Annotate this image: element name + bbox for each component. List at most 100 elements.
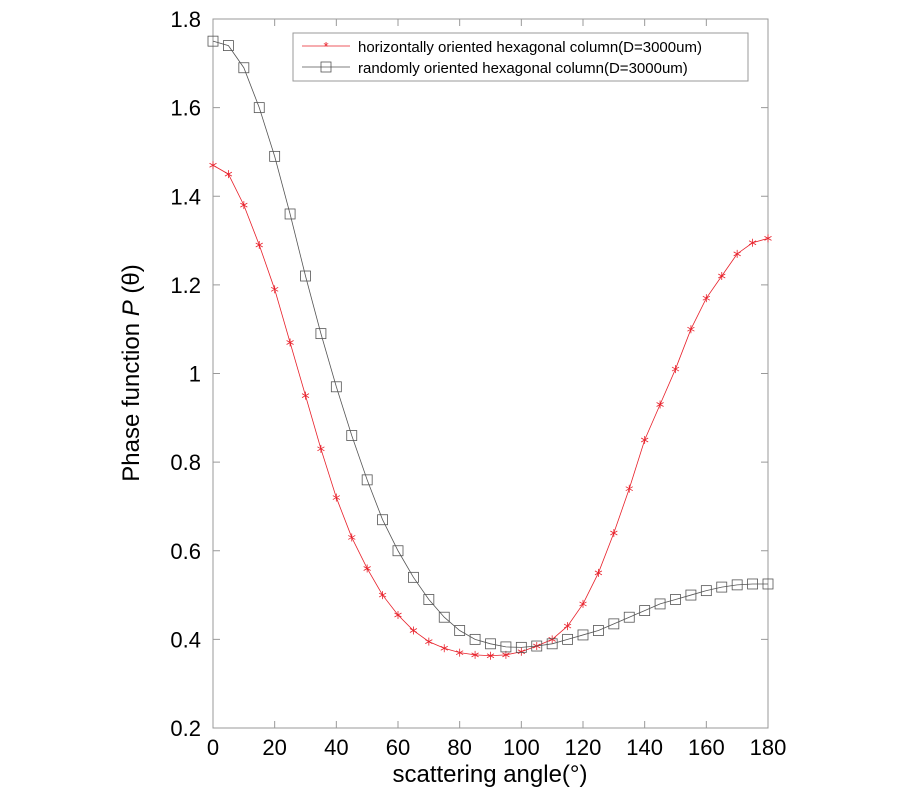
y-axis-title-var: P bbox=[118, 300, 145, 316]
data-point-square bbox=[670, 594, 681, 605]
data-point-asterisk bbox=[240, 201, 248, 210]
data-point-square bbox=[515, 641, 527, 653]
data-point-asterisk bbox=[718, 272, 726, 281]
data-point-square bbox=[392, 545, 404, 557]
x-tick-label: 120 bbox=[565, 735, 602, 760]
y-tick-label: 1 bbox=[189, 362, 201, 387]
x-tick-label: 100 bbox=[503, 735, 540, 760]
data-point-asterisk bbox=[471, 650, 479, 659]
x-tick-label: 0 bbox=[207, 735, 219, 760]
y-axis-title: Phase function P (θ) bbox=[118, 264, 145, 481]
data-point-square bbox=[747, 578, 758, 590]
data-point-square bbox=[562, 633, 573, 645]
data-point-asterisk bbox=[579, 599, 587, 608]
y-tick-label: 1.6 bbox=[170, 96, 201, 121]
y-tick-label: 0.6 bbox=[170, 539, 201, 564]
data-point-asterisk bbox=[224, 170, 233, 179]
legend-marker-square-icon bbox=[320, 61, 332, 73]
data-point-asterisk bbox=[764, 234, 772, 243]
data-point-square bbox=[500, 641, 512, 653]
data-point-asterisk bbox=[363, 564, 371, 573]
x-tick-label: 80 bbox=[447, 735, 471, 760]
data-point-square bbox=[546, 638, 558, 650]
data-point-square bbox=[685, 589, 697, 601]
data-point-asterisk bbox=[687, 325, 695, 334]
data-point-asterisk bbox=[301, 391, 310, 400]
data-point-square bbox=[608, 618, 620, 630]
data-point-square bbox=[284, 208, 296, 220]
y-tick-label: 0.4 bbox=[170, 627, 201, 652]
x-tick-label: 20 bbox=[262, 735, 286, 760]
plot-frame bbox=[212, 18, 769, 729]
legend-label-random: randomly oriented hexagonal column(D=300… bbox=[358, 60, 688, 77]
data-point-asterisk bbox=[409, 626, 418, 635]
data-point-asterisk bbox=[625, 484, 633, 493]
data-point-square bbox=[408, 571, 419, 583]
data-point-asterisk bbox=[286, 338, 294, 347]
data-point-square bbox=[300, 270, 311, 282]
y-axis-title-prefix: Phase function bbox=[118, 316, 145, 481]
data-point-asterisk bbox=[455, 648, 464, 657]
legend: * horizontally oriented hexagonal column… bbox=[292, 32, 749, 82]
data-point-asterisk bbox=[332, 493, 341, 502]
series-group bbox=[207, 35, 774, 660]
data-point-asterisk bbox=[517, 647, 526, 656]
data-point-square bbox=[346, 430, 358, 441]
data-point-asterisk bbox=[255, 240, 263, 249]
x-tick-label: 140 bbox=[626, 735, 663, 760]
data-point-asterisk bbox=[486, 651, 495, 660]
y-axis-title-suffix: (θ) bbox=[118, 264, 145, 300]
data-point-square bbox=[700, 585, 712, 597]
data-point-square bbox=[485, 638, 496, 650]
x-tick-label: 160 bbox=[688, 735, 725, 760]
data-point-square bbox=[654, 598, 666, 610]
data-point-square bbox=[454, 625, 466, 636]
data-point-asterisk bbox=[640, 435, 649, 444]
data-point-square bbox=[531, 640, 543, 652]
x-tick-label: 40 bbox=[324, 735, 348, 760]
series-1 bbox=[207, 35, 774, 653]
data-point-asterisk bbox=[733, 249, 741, 258]
data-point-square bbox=[377, 514, 388, 526]
data-point-square bbox=[623, 611, 635, 623]
x-tick-label: 180 bbox=[750, 735, 787, 760]
x-tick-label: 60 bbox=[386, 735, 410, 760]
series-line bbox=[212, 40, 768, 648]
data-point-square bbox=[716, 581, 728, 593]
data-point-square bbox=[593, 625, 604, 636]
data-point-asterisk bbox=[610, 529, 618, 538]
data-point-asterisk bbox=[394, 611, 402, 620]
y-tick-label: 0.2 bbox=[170, 716, 201, 741]
y-tick-label: 1.4 bbox=[170, 184, 201, 209]
data-point-square bbox=[577, 629, 589, 641]
data-point-square bbox=[253, 102, 265, 114]
data-point-asterisk bbox=[317, 444, 325, 453]
data-point-asterisk bbox=[594, 568, 603, 577]
y-tick-label: 1.8 bbox=[170, 7, 201, 32]
data-point-asterisk bbox=[702, 294, 711, 303]
legend-marker-asterisk-icon: * bbox=[323, 39, 328, 54]
y-tick-label: 1.2 bbox=[170, 273, 201, 298]
data-point-asterisk bbox=[378, 591, 387, 600]
data-point-asterisk bbox=[425, 637, 433, 646]
data-point-asterisk bbox=[563, 622, 572, 631]
series-0 bbox=[209, 161, 772, 660]
data-point-square bbox=[223, 40, 234, 51]
data-point-square bbox=[315, 328, 327, 340]
data-point-asterisk bbox=[548, 635, 556, 644]
data-point-asterisk bbox=[270, 285, 279, 294]
data-point-square bbox=[639, 605, 651, 616]
data-point-asterisk bbox=[348, 533, 356, 542]
data-point-square bbox=[330, 381, 342, 393]
data-point-square bbox=[361, 474, 373, 486]
data-point-asterisk bbox=[748, 238, 757, 247]
legend-box bbox=[292, 32, 749, 82]
data-point-square bbox=[207, 35, 219, 47]
data-point-square bbox=[423, 594, 435, 605]
y-tick-label: 0.8 bbox=[170, 450, 201, 475]
data-point-asterisk bbox=[440, 644, 448, 653]
data-point-square bbox=[269, 150, 281, 162]
data-point-asterisk bbox=[671, 365, 680, 374]
data-point-square bbox=[238, 62, 250, 74]
